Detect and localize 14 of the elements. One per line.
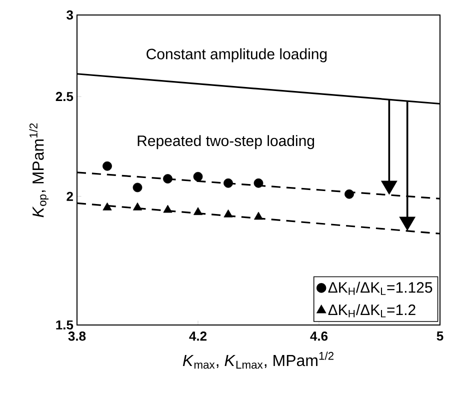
legend-label: ΔK$_{H}$/ΔK$_{L}$=1.2 — [328, 304, 416, 318]
y-axis-title: K$_{op}$, MPam$^{1/2}$ — [29, 123, 49, 218]
annotation: Constant amplitude loading — [146, 48, 327, 62]
y-tick-label: 3 — [66, 10, 73, 20]
legend-label: ΔK$_{H}$/ΔK$_{L}$=1.125 — [328, 282, 432, 295]
x-tick-label: 4.2 — [189, 332, 207, 341]
x-tick-label: 3.8 — [68, 332, 86, 341]
x-tick-label: 5 — [436, 332, 444, 341]
y-tick-label: 2.5 — [56, 92, 74, 102]
y-tick-label: 1.5 — [56, 320, 74, 330]
x-axis-title: K$_{max}$, K$_{Lmax}$, MPam$^{1/2}$ — [182, 352, 334, 369]
y-tick-label: 2 — [66, 192, 73, 201]
x-tick-label: 4.6 — [310, 332, 328, 341]
annotation: Repeated two-step loading — [138, 135, 314, 150]
